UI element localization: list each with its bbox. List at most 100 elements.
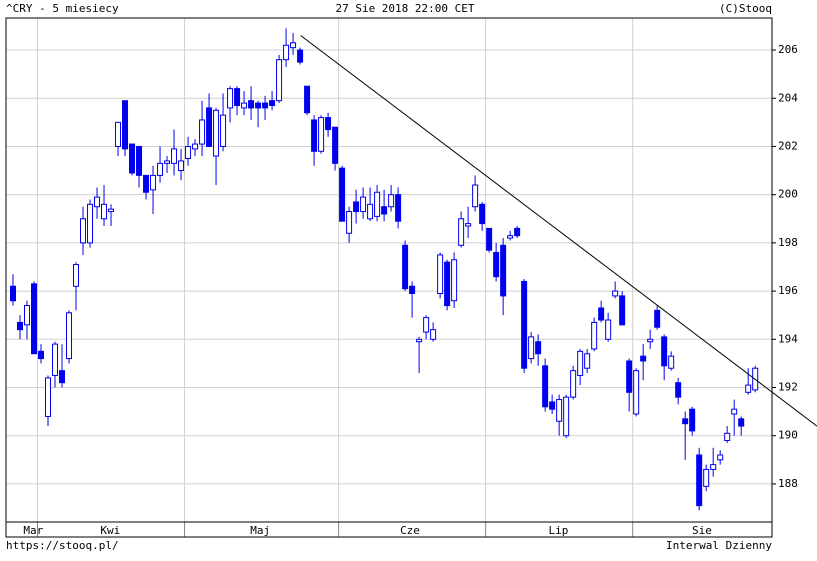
- candle-body: [178, 160, 185, 172]
- candle-body: [549, 401, 556, 410]
- x-tick-label: Kwi: [100, 524, 120, 537]
- candle-body: [10, 285, 17, 302]
- candle-body: [367, 203, 374, 220]
- candle-body: [745, 384, 752, 393]
- candle-body: [675, 382, 682, 398]
- candle-body: [584, 353, 591, 369]
- candle-body: [465, 223, 472, 227]
- x-tick-label: Cze: [400, 524, 420, 537]
- y-tick-label: 192: [778, 381, 798, 394]
- candle-body: [353, 201, 360, 213]
- candle-body: [136, 145, 143, 176]
- candle-body: [724, 432, 731, 442]
- candle-body: [59, 370, 66, 384]
- candle-body: [381, 206, 388, 215]
- candle-body: [563, 396, 570, 437]
- candle-body: [318, 117, 325, 152]
- candle-body: [696, 454, 703, 507]
- candle-body: [248, 100, 255, 109]
- candle-body: [220, 114, 227, 147]
- candle-body: [108, 208, 115, 213]
- candle-body: [535, 341, 542, 355]
- candle-body: [157, 162, 164, 176]
- candle-body: [423, 317, 430, 333]
- candle-body: [374, 191, 381, 217]
- candle-body: [290, 42, 297, 49]
- candle-body: [38, 350, 45, 360]
- candle-body: [661, 336, 668, 367]
- candle-body: [304, 85, 311, 114]
- candle-body: [591, 321, 598, 350]
- y-tick-label: 196: [778, 284, 798, 297]
- candle-body: [619, 295, 626, 326]
- candle-body: [556, 399, 563, 422]
- candle-body: [101, 203, 108, 220]
- candle-body: [633, 370, 640, 415]
- candle-body: [143, 174, 150, 193]
- candle-body: [262, 102, 269, 109]
- candle-body: [185, 145, 192, 160]
- candle-body: [395, 194, 402, 222]
- y-tick-label: 202: [778, 139, 798, 152]
- candle-body: [668, 355, 675, 369]
- candle-body: [626, 360, 633, 393]
- candle-body: [115, 121, 122, 147]
- x-tick-label: Sie: [692, 524, 712, 537]
- candle-body: [45, 377, 52, 417]
- y-tick-label: 204: [778, 91, 798, 104]
- candle-body: [234, 88, 241, 106]
- candle-body: [640, 355, 647, 362]
- candle-body: [409, 285, 416, 295]
- candle-body: [192, 143, 199, 150]
- candle-body: [325, 117, 332, 131]
- candle-body: [717, 454, 724, 461]
- candle-body: [360, 196, 367, 213]
- candle-body: [339, 167, 346, 222]
- y-tick-label: 200: [778, 188, 798, 201]
- candle-body: [17, 321, 24, 331]
- candle-body: [297, 49, 304, 63]
- candle-body: [738, 418, 745, 427]
- x-tick-label: Lip: [549, 524, 569, 537]
- footer-right: Interwal Dzienny: [666, 539, 772, 552]
- header-center: 27 Sie 2018 22:00 CET: [335, 2, 474, 15]
- candle-body: [507, 235, 514, 239]
- x-tick-label: Maj: [250, 524, 270, 537]
- candle-body: [689, 408, 696, 432]
- candle-body: [255, 102, 262, 109]
- candle-body: [570, 370, 577, 398]
- candle-body: [276, 59, 283, 102]
- candle-body: [703, 468, 710, 487]
- candle-body: [24, 305, 31, 326]
- candle-body: [500, 244, 507, 297]
- candle-body: [164, 160, 171, 164]
- candle-body: [52, 343, 59, 376]
- candle-body: [129, 143, 136, 174]
- candle-body: [332, 126, 339, 164]
- candle-body: [682, 418, 689, 425]
- candle-body: [598, 307, 605, 321]
- y-tick-label: 194: [778, 332, 798, 345]
- candle-body: [283, 44, 290, 61]
- x-tick-label: Mar: [23, 524, 43, 537]
- candle-body: [213, 109, 220, 157]
- candle-body: [647, 338, 654, 343]
- header-right: (C)Stooq: [719, 2, 772, 15]
- candle-body: [80, 218, 87, 244]
- y-tick-label: 190: [778, 429, 798, 442]
- candle-body: [66, 312, 73, 360]
- candle-body: [542, 365, 549, 408]
- candle-body: [171, 148, 178, 164]
- candle-body: [458, 218, 465, 246]
- y-tick-label: 206: [778, 43, 798, 56]
- candle-body: [87, 203, 94, 244]
- candle-body: [416, 338, 423, 343]
- axis-band: [5, 521, 773, 538]
- candle-body: [528, 336, 535, 360]
- candle-body: [402, 244, 409, 290]
- candle-body: [493, 252, 500, 278]
- candle-body: [479, 203, 486, 225]
- candle-body: [514, 227, 521, 237]
